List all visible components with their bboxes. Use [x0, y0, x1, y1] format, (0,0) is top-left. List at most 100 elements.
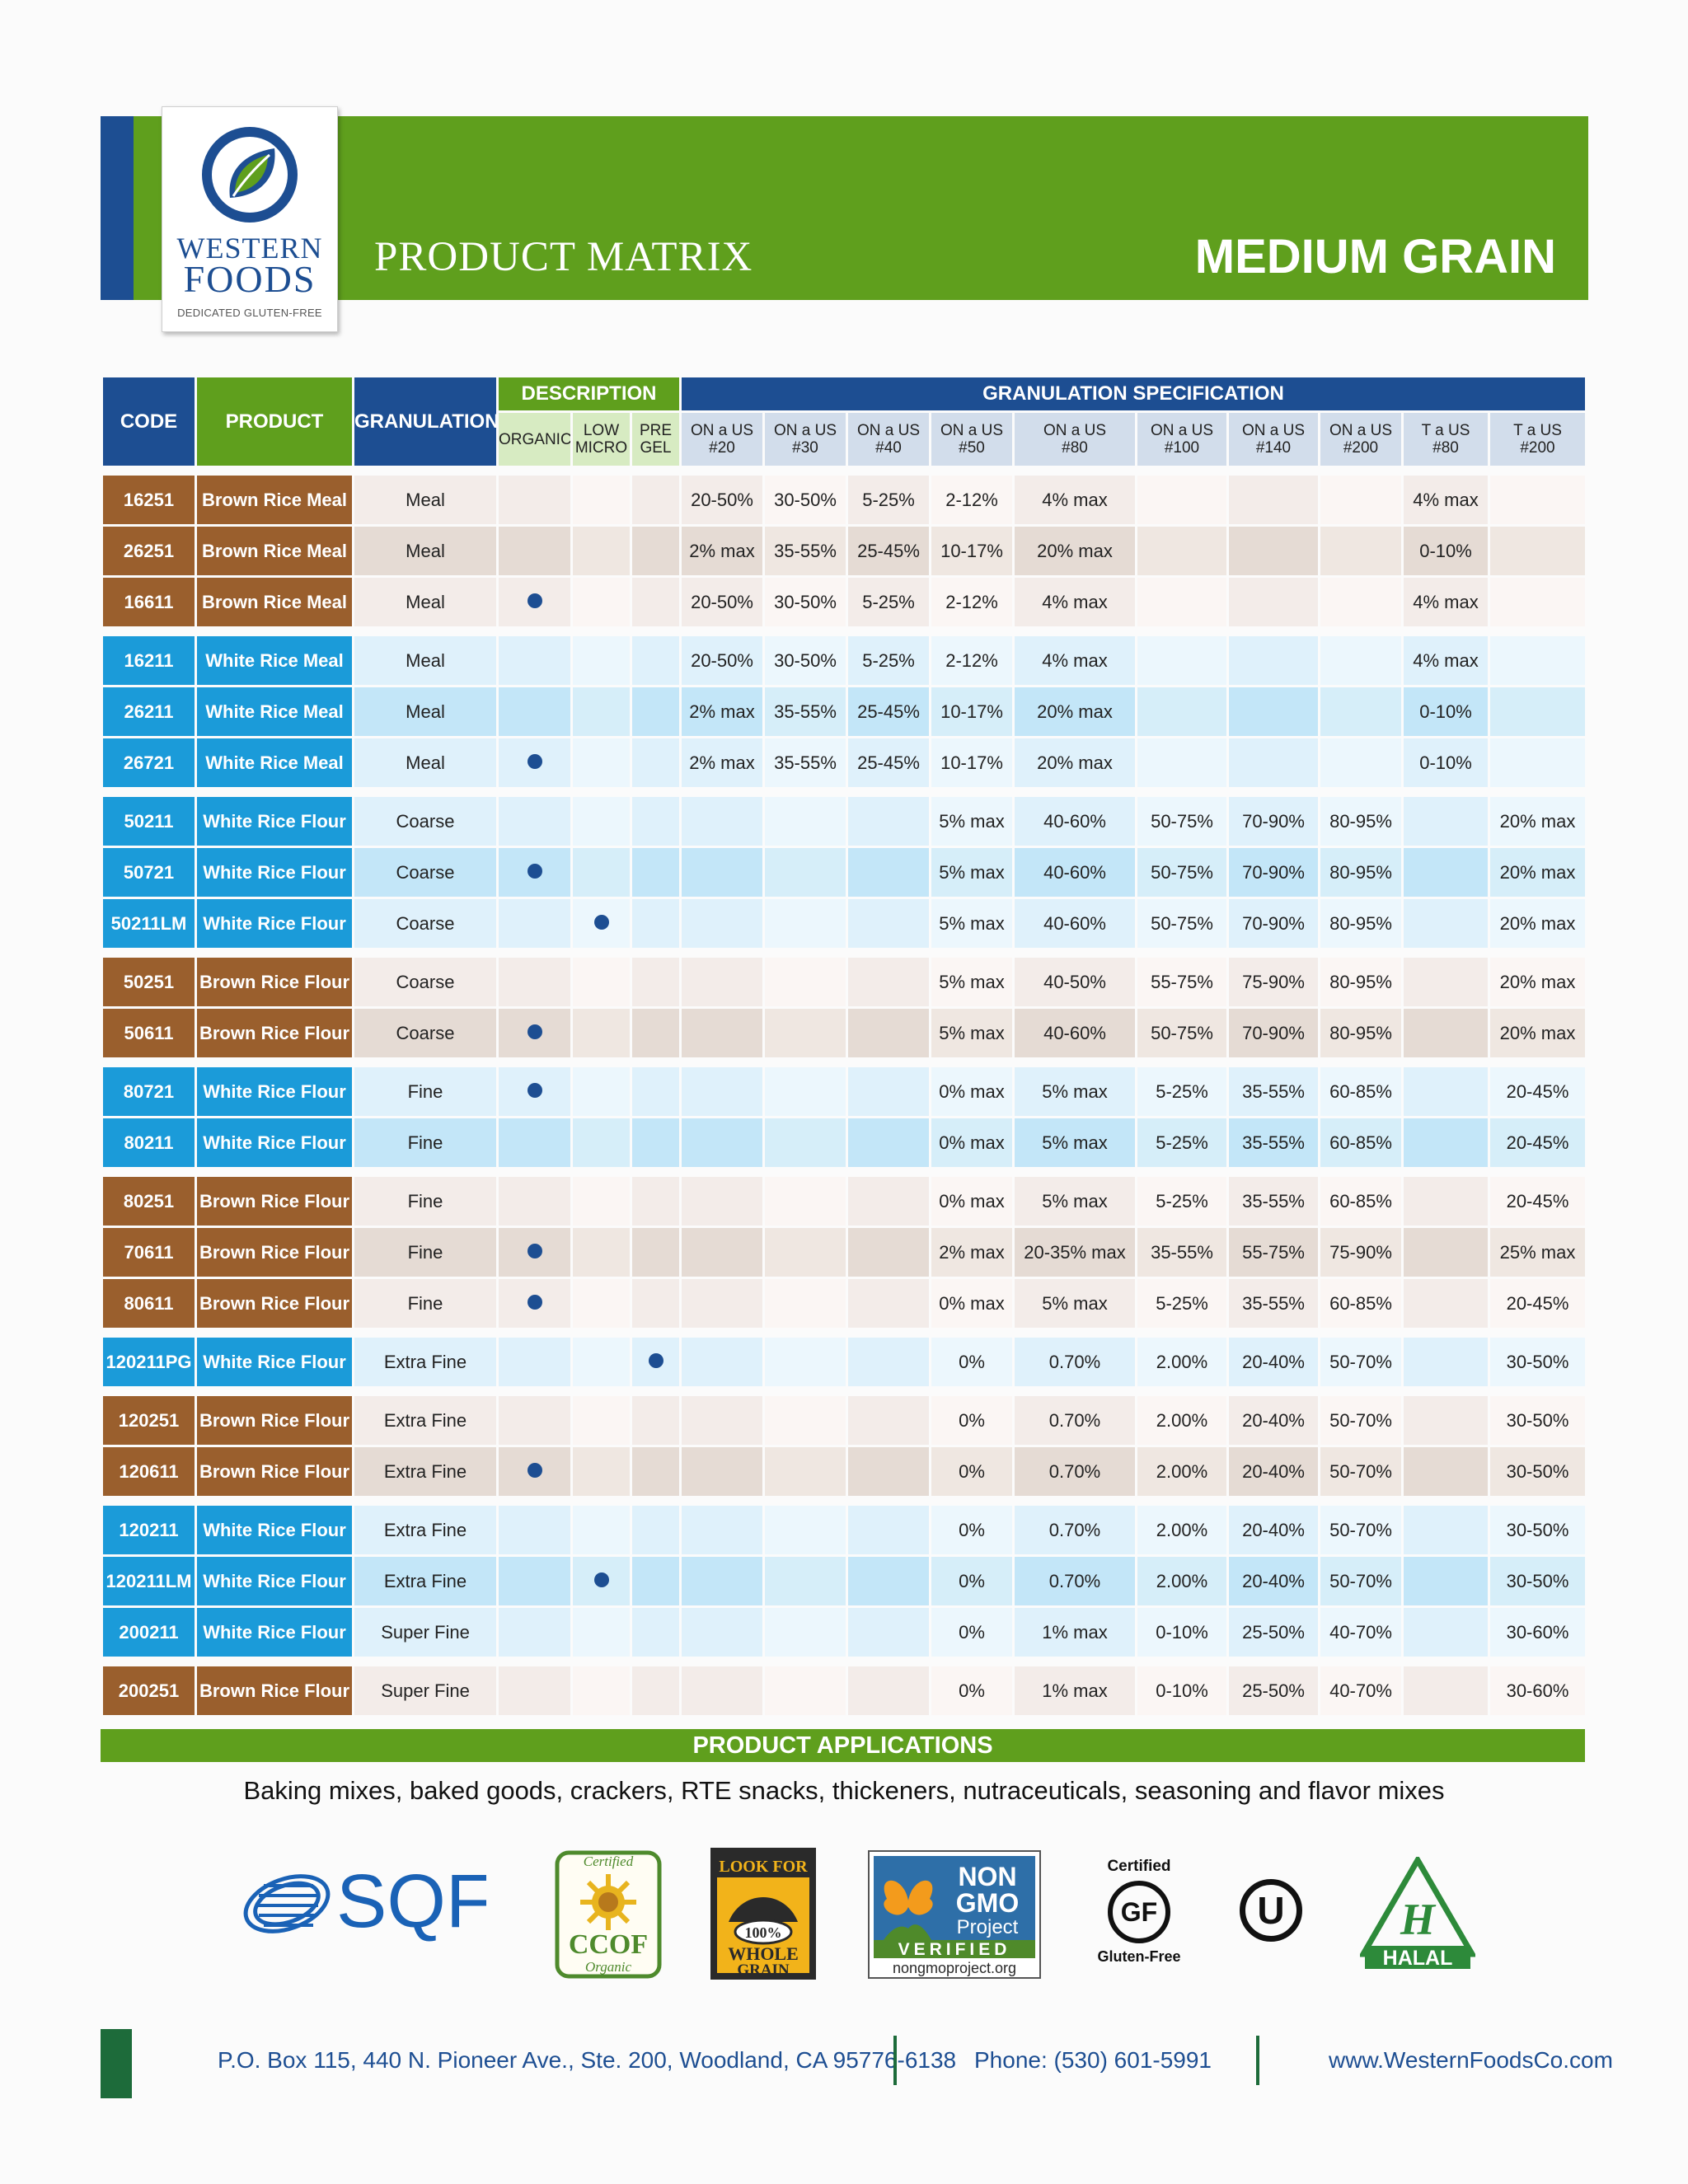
table-row: 50721 White Rice Flour Coarse 5% max 40-60% 5… — [103, 848, 1586, 897]
spec-cell: 40-60% — [1015, 1009, 1135, 1057]
spec-cell: 5% max — [1015, 1177, 1135, 1226]
svg-text:SQF: SQF — [336, 1859, 486, 1943]
low-micro-cell — [573, 1228, 630, 1277]
spec-cell: 5-25% — [848, 636, 929, 685]
spec-cell — [848, 1396, 929, 1445]
spec-cell: 0-10% — [1404, 687, 1488, 736]
spec-cell — [765, 1338, 846, 1386]
granulation-cell: Fine — [354, 1279, 496, 1328]
spec-cell: 2-12% — [931, 636, 1012, 685]
granulation-cell: Meal — [354, 527, 496, 575]
low-micro-cell — [573, 797, 630, 846]
dot-indicator-icon — [593, 1572, 609, 1587]
spec-cell — [1404, 1666, 1488, 1715]
product-code: 80211 — [103, 1118, 195, 1167]
header-description: DESCRIPTION — [499, 377, 679, 410]
spec-cell — [848, 899, 929, 948]
spec-cell — [765, 1009, 846, 1057]
spec-cell: 35-55% — [1229, 1279, 1318, 1328]
spec-cell — [1320, 738, 1401, 787]
spec-cell — [682, 1009, 762, 1057]
group-spacer — [103, 468, 1585, 473]
spec-cell: 80-95% — [1320, 958, 1401, 1006]
table-row: 200251 Brown Rice Flour Super Fine 0% 1% max… — [103, 1666, 1586, 1715]
granulation-cell: Coarse — [354, 958, 496, 1006]
pre-gel-cell — [632, 1506, 679, 1554]
granulation-cell: Extra Fine — [354, 1447, 496, 1496]
company-logo: WESTERN FOODS DEDICATED GLUTEN-FREE — [162, 106, 338, 332]
spec-cell: 0.70% — [1015, 1396, 1135, 1445]
spec-cell — [682, 1118, 762, 1167]
spec-cell: 2-12% — [931, 578, 1012, 626]
footer-website-link[interactable]: www.WesternFoodsCo.com — [1329, 2047, 1613, 2073]
header-sieve: ON a US #100 — [1137, 413, 1226, 466]
spec-cell — [682, 1608, 762, 1657]
spec-cell: 0% — [931, 1396, 1012, 1445]
header-low-micro: LOW MICRO — [573, 413, 630, 466]
pre-gel-cell — [632, 1067, 679, 1116]
spec-cell — [1137, 738, 1226, 787]
logo-word-foods: FOODS — [183, 258, 316, 300]
product-name: White Rice Flour — [197, 1608, 352, 1657]
product-name: Brown Rice Flour — [197, 1177, 352, 1226]
spec-cell: 20% max — [1490, 899, 1586, 948]
svg-text:LOOK FOR: LOOK FOR — [719, 1858, 808, 1876]
spec-cell: 0-10% — [1404, 738, 1488, 787]
spec-cell: 0.70% — [1015, 1557, 1135, 1605]
spec-cell — [682, 797, 762, 846]
spec-cell — [765, 1177, 846, 1226]
spec-cell — [1404, 1228, 1488, 1277]
product-code: 26211 — [103, 687, 195, 736]
product-name: White Rice Flour — [197, 1557, 352, 1605]
spec-cell: 0.70% — [1015, 1506, 1135, 1554]
svg-text:GRAIN: GRAIN — [737, 1961, 790, 1979]
product-matrix-table: CODE PRODUCT GRANULATION DESCRIPTION GRA… — [101, 375, 1587, 1718]
spec-cell: 5-25% — [848, 476, 929, 524]
spec-cell — [848, 1009, 929, 1057]
page-title: PRODUCT MATRIX — [374, 234, 753, 280]
spec-cell: 25-50% — [1229, 1666, 1318, 1715]
ccof-organic-logo: Certified CCOF Organic — [551, 1846, 666, 1986]
spec-cell: 50-75% — [1137, 899, 1226, 948]
granulation-cell: Extra Fine — [354, 1338, 496, 1386]
spec-cell: 20% max — [1015, 527, 1135, 575]
spec-cell — [1229, 527, 1318, 575]
spec-cell — [1490, 738, 1586, 787]
spec-cell — [765, 1279, 846, 1328]
svg-text:GMO: GMO — [956, 1888, 1019, 1918]
spec-cell: 0% — [931, 1666, 1012, 1715]
header-product: PRODUCT — [197, 377, 352, 466]
granulation-cell: Extra Fine — [354, 1557, 496, 1605]
spec-cell — [765, 1666, 846, 1715]
spec-cell — [1404, 1067, 1488, 1116]
pre-gel-cell — [632, 899, 679, 948]
spec-cell — [848, 1228, 929, 1277]
product-name: White Rice Meal — [197, 738, 352, 787]
spec-cell — [1404, 1279, 1488, 1328]
spec-cell — [1137, 687, 1226, 736]
table-row: 120251 Brown Rice Flour Extra Fine 0% 0.70% 2… — [103, 1396, 1586, 1445]
table-row: 120211PG White Rice Flour Extra Fine 0% 0.70… — [103, 1338, 1586, 1386]
low-micro-cell — [573, 1338, 630, 1386]
spec-cell — [765, 1447, 846, 1496]
spec-cell — [765, 1228, 846, 1277]
spec-cell: 0-10% — [1137, 1608, 1226, 1657]
svg-text:Project: Project — [957, 1916, 1019, 1938]
group-spacer — [103, 1060, 1585, 1065]
footer-accent-bar — [101, 2029, 132, 2098]
product-code: 120211PG — [103, 1338, 195, 1386]
low-micro-cell — [573, 476, 630, 524]
spec-cell — [1404, 1118, 1488, 1167]
gf-bottom-label: Gluten-Free — [1097, 1948, 1181, 1965]
table-row: 50251 Brown Rice Flour Coarse 5% max 40-50% 5… — [103, 958, 1586, 1006]
spec-cell: 0% max — [931, 1067, 1012, 1116]
low-micro-cell — [573, 687, 630, 736]
spec-cell: 25-45% — [848, 738, 929, 787]
spec-cell — [1229, 738, 1318, 787]
spec-cell: 50-70% — [1320, 1506, 1401, 1554]
spec-cell — [1404, 958, 1488, 1006]
spec-cell: 55-75% — [1229, 1228, 1318, 1277]
table-row: 16211 White Rice Meal Meal 20-50% 30-50% 5-25… — [103, 636, 1586, 685]
spec-cell: 20-35% max — [1015, 1228, 1135, 1277]
spec-cell: 0% max — [931, 1118, 1012, 1167]
